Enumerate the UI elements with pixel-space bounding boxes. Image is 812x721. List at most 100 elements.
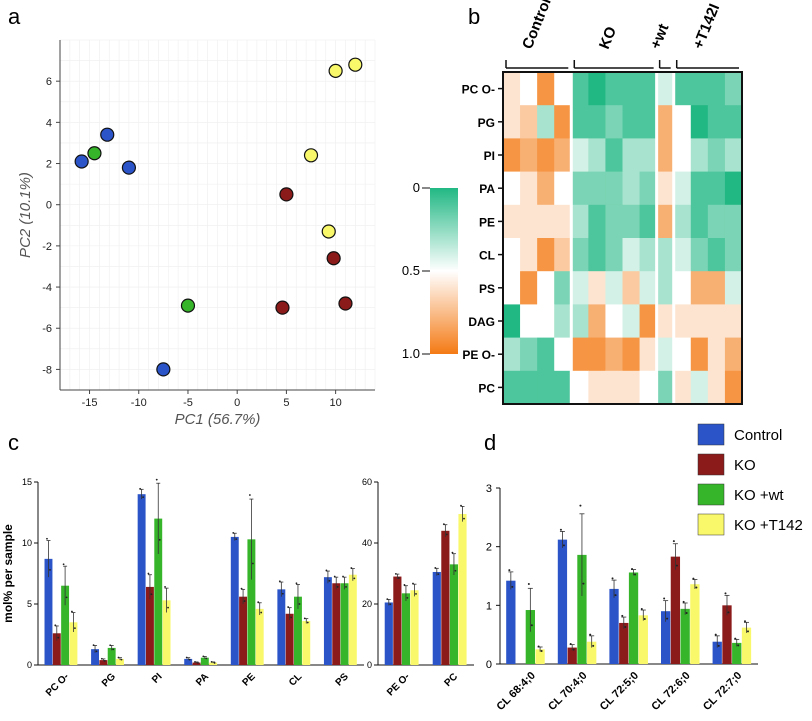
heatmap-cell [639,271,658,305]
colorbar [430,188,458,354]
heatmap-cell [520,238,538,272]
heatmap-cell [520,171,538,206]
bar-kowt [680,608,690,664]
heatmap-cell [503,138,521,172]
y-tick-label: -4 [42,282,52,294]
heatmap-cell [520,337,538,372]
heatmap-cell [503,204,521,239]
bar-kot142 [535,649,545,664]
heatmap-cell [554,204,572,239]
sample-dot [666,617,669,620]
sample-dot [412,582,414,585]
y-tick-label: -8 [42,364,52,376]
heatmap-cell [571,138,589,172]
heatmap-cell [554,171,572,206]
scatter-point-kot142 [321,224,336,239]
bar-control [557,539,568,664]
bar-control [384,602,393,665]
sample-dot [202,655,205,658]
heatmap-cell [605,271,623,305]
heatmap-cell [537,238,555,272]
heatmap-cell [639,138,658,172]
heatmap-cell [656,72,675,106]
heatmap-row-label: PE O- [462,348,495,362]
heatmap-cell [622,105,640,139]
sample-dot [248,494,251,496]
sample-dot [727,611,730,614]
bar-kowt [340,583,349,665]
heatmap-cell [707,304,726,338]
heatmap-cell [639,72,658,106]
heatmap-cell [588,204,606,239]
heatmap-cell [520,72,538,106]
x-tick-label: CL 68:4;0 [495,670,538,713]
sample-dot [675,564,678,567]
heatmap-cell [690,72,709,106]
bar-ko [619,622,629,664]
heatmap-cell [724,204,743,239]
heatmap-cell [554,337,572,372]
heatmap-row-label: DAG [468,315,495,329]
scatter-point-kowt [87,146,102,161]
heatmap-cell [724,238,743,272]
sample-dot [100,657,103,660]
sample-dot [589,633,592,636]
y-tick-label: 20 [362,599,372,609]
scatter-point-kowt [180,298,196,313]
heatmap-row-label: PS [479,282,495,296]
heatmap-cell [571,204,589,239]
heatmap-cell [656,204,675,239]
heatmap-cell [673,238,692,272]
heatmap-cell [690,204,709,239]
legend-label: KO +wt [734,487,784,504]
column-group-label: KO [596,24,620,52]
heatmap-row-label: PC O- [462,83,495,97]
sample-dot [278,580,281,583]
column-group-label: +T142I [690,1,723,51]
sample-dot [511,585,514,588]
scatter-point-ko [279,187,294,202]
panel-label-d: d [484,430,496,455]
x-tick-label: PE O- [385,671,412,698]
scatter-point-ko [275,300,290,315]
bar-control [712,641,722,664]
sample-dot [306,621,309,624]
sample-dot [287,606,290,608]
x-tick-label: PS [334,671,351,688]
sample-dot [415,593,417,595]
y-tick-label: -2 [42,241,52,253]
heatmap-cell [639,171,658,206]
heatmap-cell [673,271,692,305]
sample-dot [394,572,397,575]
y-axis-label: PC2 (10.1%) [17,172,34,258]
bar-kot142 [209,662,218,665]
x-tick-label: CL 72:6;0 [649,670,692,713]
x-tick-label: PA [194,671,211,688]
heatmap-cell [673,370,692,405]
sample-dot [150,593,153,596]
sample-dot [540,649,543,652]
heatmap-cell [707,204,726,239]
sample-dot [298,603,301,605]
sample-dot [243,600,246,602]
heatmap-cell [537,171,555,206]
bar-kowt [294,596,302,665]
heatmap-row-label: PA [479,182,495,196]
bar-kowt [449,564,459,665]
heatmap-cell [554,304,572,338]
sample-dot [71,610,73,613]
heatmap-cell [588,238,606,272]
sample-dot [442,523,445,525]
heatmap-cell [537,304,555,338]
heatmap-cell [690,271,709,305]
x-tick-label: CL [287,671,304,688]
heatmap-cell [605,304,623,338]
y-tick-label: 6 [46,76,52,88]
sample-dot [185,656,188,659]
bar-chart-cardiolipin-species: 0 1 2 3 CL 68:4;0 CL 70:4;0 CL 72:5;0 CL 72:6;0… [486,423,803,713]
sample-dot [389,603,392,606]
scatter-point-ko [338,296,353,311]
heatmap-cell [554,105,572,139]
sample-dot [194,660,196,663]
